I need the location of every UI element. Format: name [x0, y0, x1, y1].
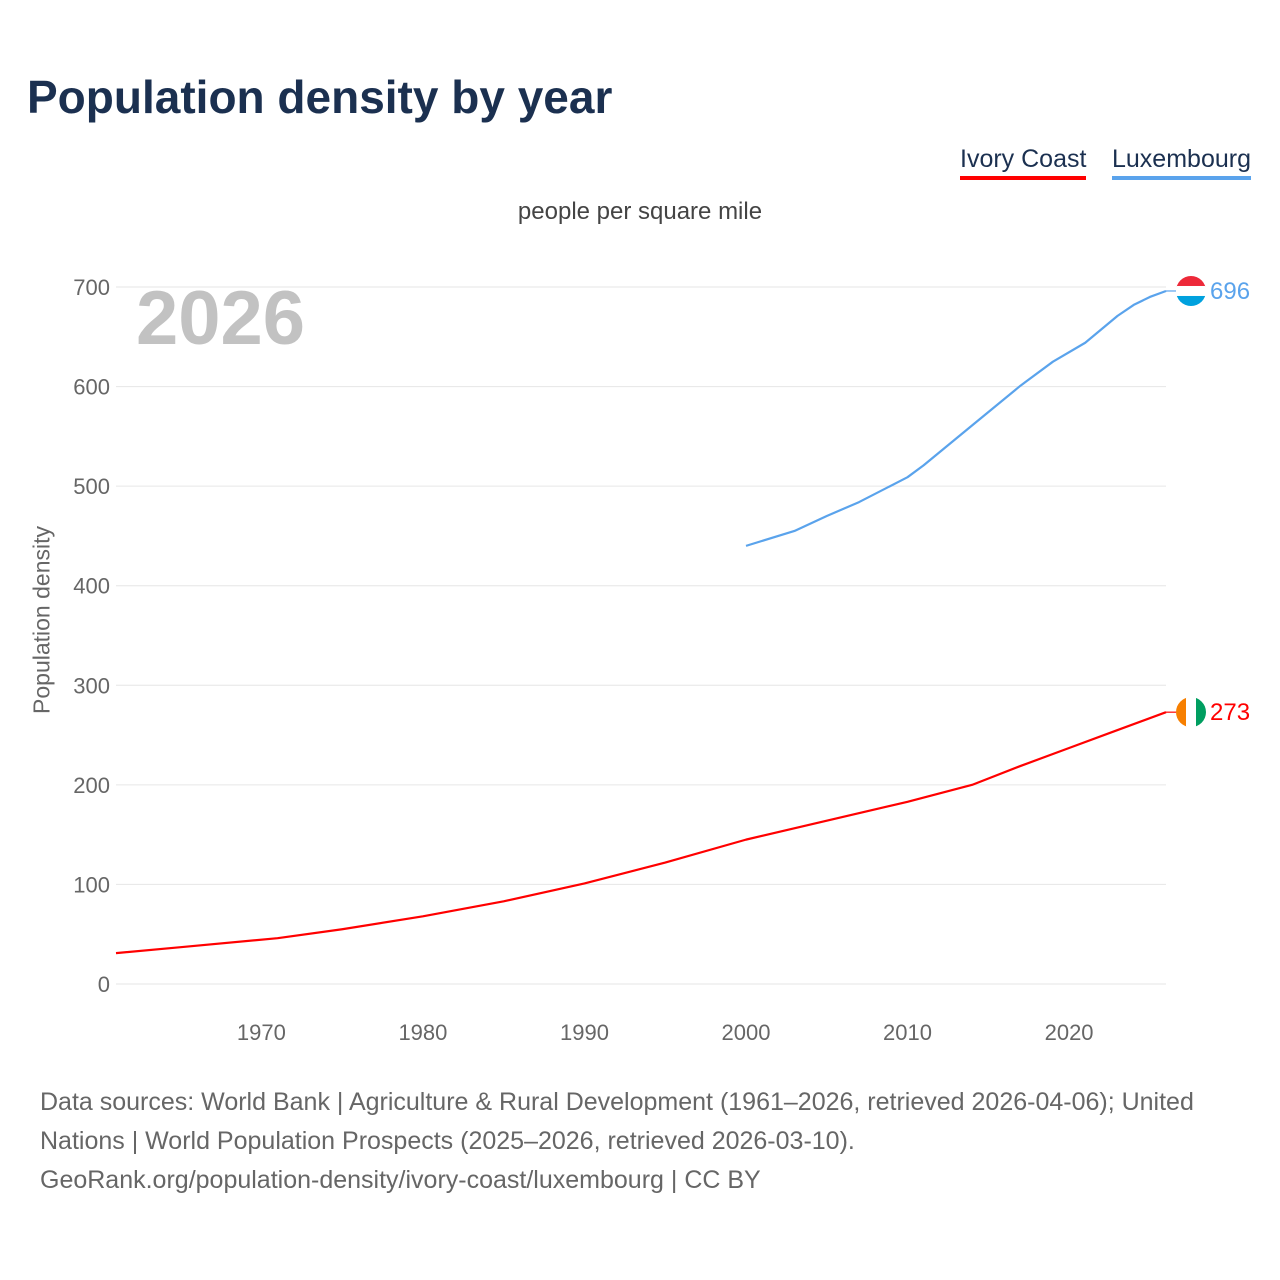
- y-tick-label: 400: [73, 574, 110, 599]
- series-line-ivory-coast: [115, 711, 1167, 955]
- end-value-label: 696: [1210, 278, 1250, 305]
- y-tick-label: 300: [73, 673, 110, 698]
- source-line-2: Nations | World Population Prospects (20…: [40, 1127, 855, 1155]
- x-tick-label: 1970: [237, 1020, 286, 1045]
- legend-luxembourg[interactable]: Luxembourg: [1112, 145, 1251, 180]
- x-tick-label: 1990: [560, 1020, 609, 1045]
- x-tick-label: 2010: [883, 1020, 932, 1045]
- source-line-1: Data sources: World Bank | Agriculture &…: [40, 1088, 1194, 1116]
- y-tick-label: 700: [73, 275, 110, 300]
- y-tick-label: 500: [73, 474, 110, 499]
- x-tick-label: 2000: [722, 1020, 771, 1045]
- luxembourg-flag-icon: [1176, 275, 1206, 306]
- series-line-luxembourg: [745, 289, 1167, 547]
- ivory-coast-flag-icon: [1176, 697, 1206, 728]
- x-tick-label: 2020: [1045, 1020, 1094, 1045]
- x-tick-label: 1980: [398, 1020, 447, 1045]
- source-line-3: GeoRank.org/population-density/ivory-coa…: [40, 1166, 761, 1194]
- y-tick-label: 100: [73, 872, 110, 897]
- current-year-label: 2026: [136, 276, 306, 361]
- end-value-label: 273: [1210, 699, 1250, 726]
- legend-ivory-coast[interactable]: Ivory Coast: [960, 145, 1087, 180]
- chart-subtitle: people per square mile: [517, 198, 763, 225]
- y-tick-label: 600: [73, 375, 110, 400]
- y-tick-label: 200: [73, 773, 110, 798]
- y-tick-label: 0: [98, 972, 110, 997]
- chart-title: Population density by year: [27, 71, 613, 123]
